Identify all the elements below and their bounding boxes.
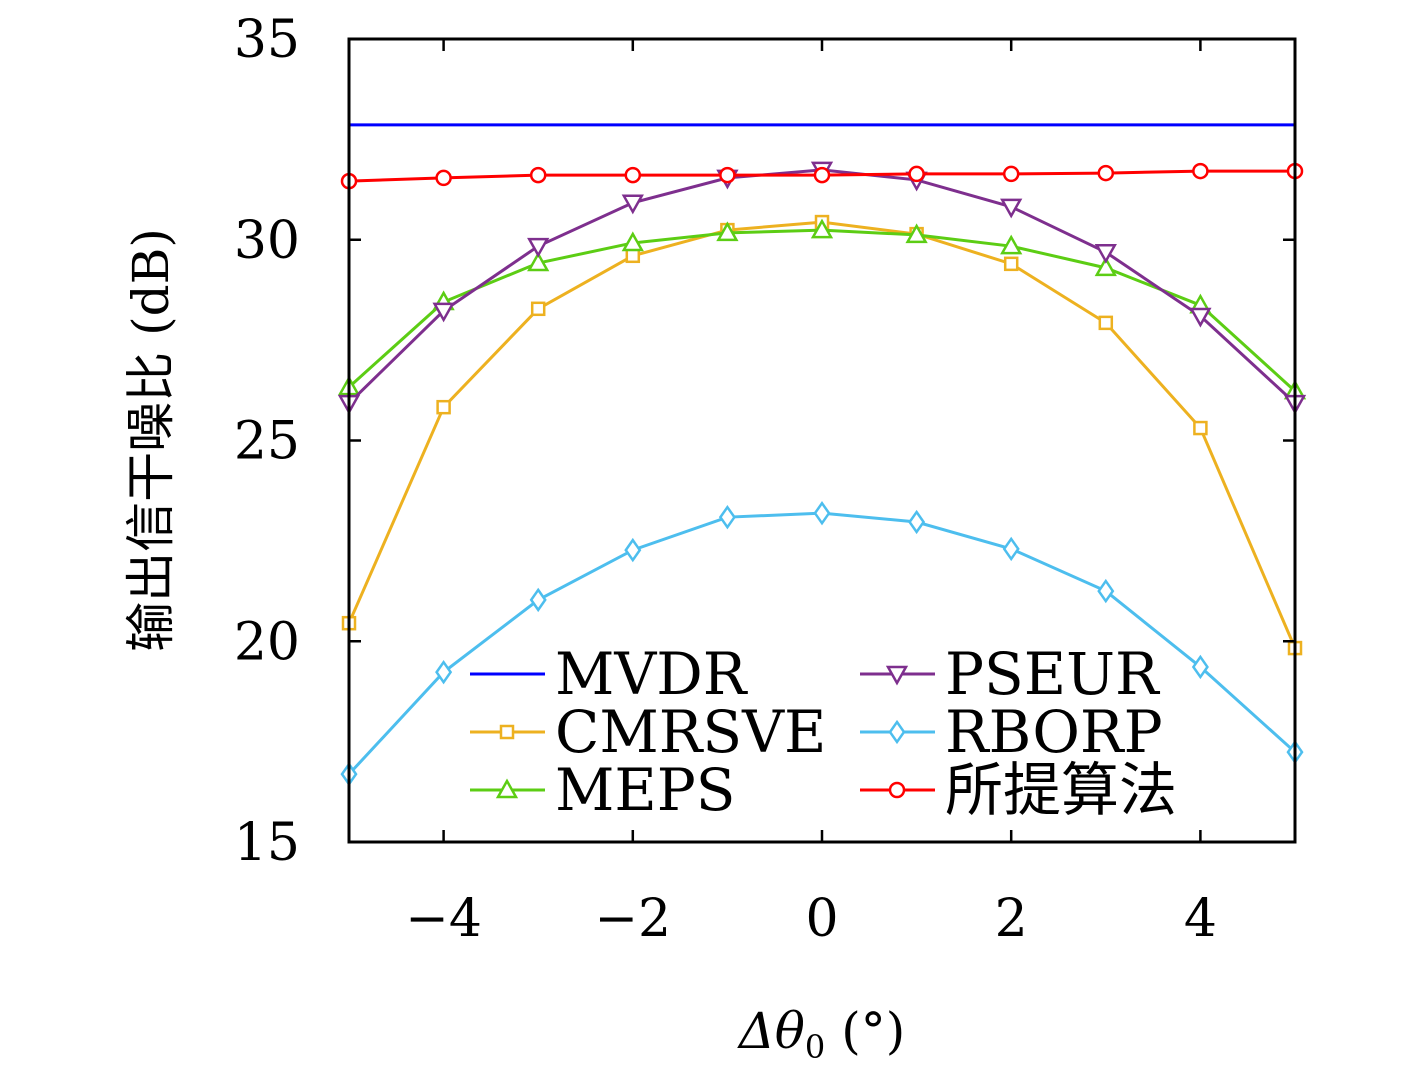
legend-entry-MEPS: MEPS [470, 756, 736, 824]
data-point [718, 505, 736, 530]
data-point [1098, 315, 1114, 331]
data-point [527, 251, 550, 272]
series-line [347, 228, 1297, 393]
data-point [621, 231, 644, 252]
x-axis-label-unit: (°) [841, 1002, 905, 1060]
data-point [529, 587, 547, 613]
data-point [1191, 654, 1209, 680]
x-tick-label: 2 [995, 889, 1028, 949]
data-point [1003, 256, 1019, 272]
data-point [716, 221, 739, 242]
data-point [719, 166, 736, 184]
legend-entry-所提算法: 所提算法 [860, 756, 1177, 824]
series-MEPS [337, 218, 1307, 400]
legend-label: PSEUR [945, 640, 1161, 708]
x-tick-label: −2 [594, 889, 671, 949]
data-point [625, 248, 641, 264]
legend-label: 所提算法 [945, 756, 1177, 824]
data-point [1094, 256, 1117, 277]
legend-marker [888, 719, 906, 745]
y-tick-label: 35 [234, 10, 300, 70]
data-point [905, 223, 928, 244]
data-point [1000, 198, 1023, 219]
x-axis-label: Δθ0 (°) [737, 1002, 906, 1066]
legend-label: RBORP [945, 698, 1163, 766]
legend-label: MVDR [555, 640, 749, 708]
legend-marker [495, 778, 519, 799]
data-point [810, 218, 834, 239]
legend-label: CMRSVE [555, 698, 826, 766]
data-point [435, 169, 452, 187]
legend-entry-MVDR: MVDR [470, 640, 749, 708]
series-PSEUR [337, 161, 1307, 415]
data-point [1097, 164, 1115, 182]
data-point [1002, 165, 1020, 183]
x-axis-label-main: Δθ [737, 1002, 805, 1060]
series-所提算法 [340, 162, 1304, 190]
data-point [1002, 536, 1020, 562]
data-point [1189, 307, 1212, 328]
data-point [624, 537, 642, 563]
x-axis-label-sub: 0 [805, 1028, 825, 1066]
x-tick-label: −4 [405, 889, 482, 949]
legend-marker [885, 665, 909, 686]
legend-marker [499, 724, 515, 740]
legend-entry-RBORP: RBORP [860, 698, 1163, 766]
data-point [1097, 578, 1115, 604]
series-RBORP [340, 500, 1304, 787]
data-point [908, 165, 925, 183]
data-point [432, 302, 455, 323]
data-point [435, 659, 453, 685]
data-point [813, 500, 831, 526]
legend-entry-CMRSVE: CMRSVE [470, 698, 826, 766]
data-point [813, 166, 831, 184]
data-point [1000, 234, 1023, 255]
y-axis-label: 输出信干噪比 (dB) [122, 228, 180, 652]
x-tick-label: 4 [1184, 889, 1217, 949]
legend-label: MEPS [555, 756, 736, 824]
data-point [529, 166, 547, 184]
y-tick-label: 15 [234, 813, 300, 873]
legend-marker [888, 781, 906, 799]
data-point [1094, 243, 1117, 264]
legend-entry-PSEUR: PSEUR [860, 640, 1161, 708]
axis-ticks: −4 −2 0 2 4 15 20 25 30 35 [234, 10, 1295, 949]
data-point [1193, 420, 1208, 436]
data-point [1192, 162, 1209, 180]
y-tick-label: 30 [234, 211, 300, 271]
data-point [527, 237, 550, 258]
y-tick-label: 20 [234, 612, 300, 672]
data-point [530, 301, 546, 317]
plot-series [337, 123, 1307, 787]
x-tick-label: 0 [805, 889, 838, 949]
data-point [624, 166, 642, 184]
data-point [908, 509, 926, 535]
y-tick-label: 25 [234, 412, 300, 472]
data-point [621, 194, 644, 215]
data-point [436, 399, 451, 415]
